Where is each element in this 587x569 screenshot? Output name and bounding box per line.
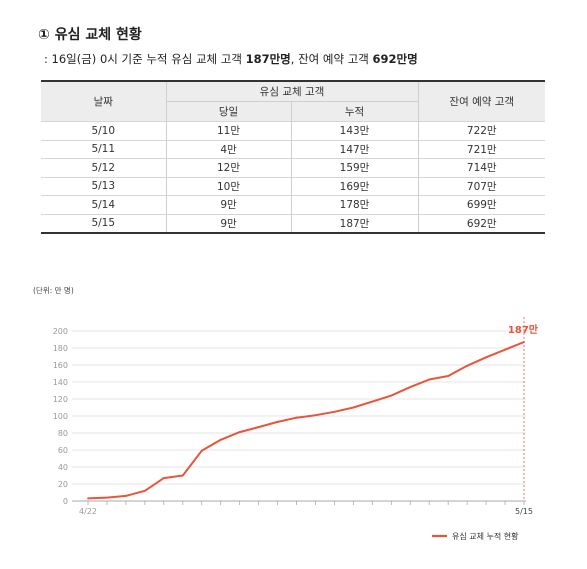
summary-cumulative: 187만명 (245, 52, 291, 66)
summary-line: : 16일(금) 0시 기준 누적 유심 교체 고객 187만명, 잔여 예약 … (44, 51, 418, 67)
cell-reserved: 699만 (417, 195, 545, 214)
table-row: 5/14 9만 178만 699만 (41, 195, 545, 214)
data-point (219, 438, 222, 441)
cell-cumulative: 159만 (290, 158, 418, 177)
cell-date: 5/11 (41, 139, 166, 159)
table-row: 5/13 10만 169만 707만 (41, 176, 545, 196)
y-tick-label: 160 (53, 361, 68, 370)
y-tick-label: 40 (58, 463, 68, 472)
data-point (371, 400, 374, 403)
series-line (87, 341, 525, 500)
data-point (352, 406, 355, 409)
header-cumulative: 누적 (290, 101, 418, 122)
unit-label: (단위: 만 명) (33, 285, 74, 295)
cell-reserved: 714만 (417, 158, 545, 177)
cell-cumulative: 187만 (290, 213, 418, 234)
cell-day: 10만 (165, 176, 291, 196)
y-tick-label: 60 (58, 446, 68, 455)
y-tick-label: 180 (53, 344, 68, 353)
cell-day: 9만 (165, 195, 291, 214)
cell-date: 5/15 (41, 213, 166, 234)
summary-middle: , 잔여 예약 고객 (290, 52, 373, 66)
data-point (409, 386, 412, 388)
cell-day: 11만 (165, 121, 291, 140)
data-point (162, 477, 165, 479)
data-point (276, 421, 279, 423)
y-tick-label: 140 (53, 378, 68, 387)
cell-cumulative: 169만 (290, 176, 418, 196)
data-point (143, 489, 146, 492)
y-tick-label: 0 (63, 497, 68, 506)
cumulative-line-chart: (단위: 만 명) 0 20 40 60 80 100 120 140 160 180 200 4/22… (33, 285, 539, 541)
summary-prefix: : 16일(금) 0시 기준 누적 유심 교체 고객 (44, 52, 246, 66)
table-row: 5/12 12만 159만 714만 (41, 158, 545, 177)
data-point (125, 495, 127, 497)
cell-reserved: 692만 (417, 213, 545, 234)
data-point (295, 416, 298, 419)
data-point (390, 394, 393, 397)
y-tick-label: 20 (58, 480, 68, 489)
sim-replacement-table: 날짜 유심 교체 고객 잔여 예약 고객 당일 누적 5/10 11만 143만 72… (41, 80, 545, 234)
data-point (333, 410, 336, 413)
cell-day: 12만 (165, 158, 291, 177)
cell-cumulative: 178만 (290, 195, 418, 214)
data-point (106, 496, 108, 499)
data-point (485, 356, 487, 359)
cell-day: 4만 (165, 139, 291, 159)
cell-reserved: 721만 (417, 139, 545, 159)
data-point (181, 474, 184, 477)
header-reserved: 잔여 예약 고객 (417, 80, 545, 122)
data-point (523, 341, 525, 343)
data-point (466, 364, 469, 367)
header-date: 날짜 (41, 80, 166, 122)
summary-reserved: 692만명 (372, 52, 418, 66)
y-tick-label: 200 (53, 327, 68, 336)
end-value-label: 187만 (508, 323, 539, 336)
y-tick-label: 120 (53, 395, 68, 404)
data-point (447, 375, 450, 377)
cell-date: 5/10 (41, 121, 166, 140)
data-point (87, 497, 89, 500)
data-point (314, 414, 317, 417)
cell-date: 5/13 (41, 176, 166, 196)
cell-cumulative: 147만 (290, 139, 418, 159)
table-row: 5/15 9만 187만 692만 (41, 213, 545, 234)
x-tick-label: 5/15 (515, 507, 533, 516)
header-day: 당일 (165, 101, 291, 122)
cell-reserved: 707만 (417, 176, 545, 196)
header-sim-customers: 유심 교체 고객 (165, 80, 418, 102)
cell-day: 9만 (165, 213, 291, 234)
cell-date: 5/12 (41, 158, 166, 177)
y-tick-label: 100 (53, 412, 68, 421)
y-tick-label: 80 (58, 429, 68, 438)
data-point (238, 431, 241, 434)
data-point (257, 426, 260, 428)
x-tick-label: 4/22 (79, 507, 97, 516)
data-point (428, 378, 431, 381)
table-row: 5/11 4만 147만 721만 (41, 139, 545, 159)
data-point (504, 348, 506, 351)
legend-label: 유심 교체 누적 현황 (452, 531, 519, 541)
data-point (200, 449, 203, 452)
cell-date: 5/14 (41, 195, 166, 214)
table-row: 5/10 11만 143만 722만 (41, 121, 545, 140)
cell-reserved: 722만 (417, 121, 545, 140)
section-heading: ① 유심 교체 현황 (38, 27, 142, 43)
cell-cumulative: 143만 (290, 121, 418, 140)
